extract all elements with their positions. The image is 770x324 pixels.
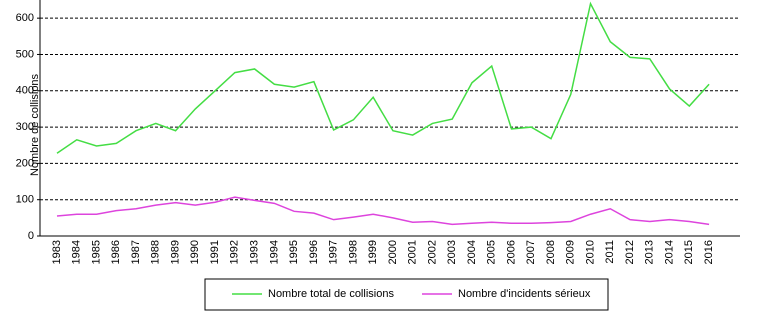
x-tick-label: 2006 xyxy=(505,240,517,264)
x-tick-label: 2003 xyxy=(446,240,458,264)
x-tick-label: 1994 xyxy=(268,240,280,264)
x-tick-label: 2012 xyxy=(624,240,636,264)
x-tick-label: 1988 xyxy=(150,240,162,264)
x-tick-label: 1992 xyxy=(229,240,241,264)
series-line xyxy=(56,196,710,226)
y-tick-label: 200 xyxy=(16,157,34,169)
x-tick-label: 2014 xyxy=(663,240,675,264)
legend-label: Nombre total de collisions xyxy=(268,288,394,300)
x-tick-label: 2013 xyxy=(644,240,656,264)
x-tick-label: 1990 xyxy=(189,240,201,264)
x-tick-label: 1991 xyxy=(209,240,221,264)
x-tick-label: 2015 xyxy=(683,240,695,264)
y-tick-label: 300 xyxy=(16,121,34,133)
series-line xyxy=(56,1,710,154)
x-tick-label: 2001 xyxy=(407,240,419,264)
x-tick-label: 1983 xyxy=(51,240,63,264)
x-tick-label: 2009 xyxy=(565,240,577,264)
y-tick-label: 0 xyxy=(28,230,34,242)
x-tick-label: 2008 xyxy=(545,240,557,264)
y-tick-label: 100 xyxy=(16,194,34,206)
x-tick-label: 2007 xyxy=(525,240,537,264)
x-tick-label: 1986 xyxy=(110,240,122,264)
x-tick-label: 2016 xyxy=(703,240,715,264)
x-tick-label: 2005 xyxy=(486,240,498,264)
x-tick-label: 1995 xyxy=(288,240,300,264)
legend-box xyxy=(204,278,609,311)
x-tick-label: 1999 xyxy=(367,240,379,264)
y-tick-label: 400 xyxy=(16,85,34,97)
y-tick-label: 600 xyxy=(16,12,34,24)
x-tick-label: 2010 xyxy=(584,240,596,264)
legend-label: Nombre d'incidents sérieux xyxy=(458,288,591,300)
x-tick-label: 2002 xyxy=(426,240,438,264)
y-tick-label: 500 xyxy=(16,48,34,60)
x-tick-label: 1985 xyxy=(90,240,102,264)
x-tick-label: 1984 xyxy=(71,240,83,264)
x-tick-label: 1997 xyxy=(328,240,340,264)
x-tick-label: 2000 xyxy=(387,240,399,264)
x-tick-label: 1989 xyxy=(169,240,181,264)
y-axis-label: Nombre de collisions xyxy=(29,73,41,176)
x-tick-label: 1987 xyxy=(130,240,142,264)
x-tick-label: 2004 xyxy=(466,240,478,264)
x-tick-label: 1993 xyxy=(249,240,261,264)
x-tick-label: 1998 xyxy=(347,240,359,264)
x-tick-label: 1996 xyxy=(308,240,320,264)
x-tick-label: 2011 xyxy=(604,240,616,264)
